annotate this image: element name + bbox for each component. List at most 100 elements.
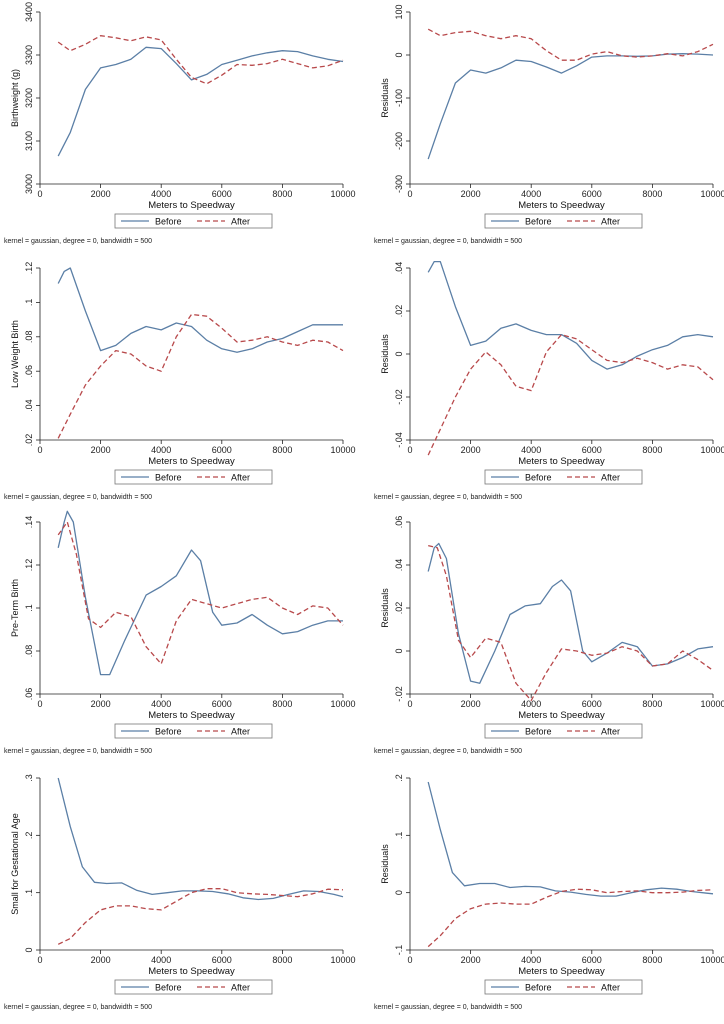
x-tick-label: 6000 bbox=[212, 699, 232, 709]
legend-box bbox=[484, 723, 643, 739]
x-axis-label: Meters to Speedway bbox=[148, 456, 235, 467]
series-line-after bbox=[428, 544, 714, 702]
x-tick-label: 10000 bbox=[330, 955, 355, 965]
x-tick-label: 8000 bbox=[642, 699, 662, 709]
x-tick-label: 0 bbox=[37, 189, 42, 199]
x-tick-label: 6000 bbox=[212, 189, 232, 199]
series-line-after bbox=[57, 521, 344, 665]
chart-panel-3: 0 2000 4000 6000 8000 10000 .02 .04 .06 .08 .1 .12 L… bbox=[4, 262, 356, 501]
y-axis-label: Birthweight (g) bbox=[10, 69, 20, 127]
x-axis-label: Meters to Speedway bbox=[518, 710, 605, 721]
series-line-before bbox=[427, 260, 714, 370]
y-tick-label: 3200 bbox=[24, 88, 34, 108]
y-tick-label: 3400 bbox=[24, 2, 34, 22]
y-tick-label: .12 bbox=[24, 559, 34, 572]
chart-panel-4: 0 2000 4000 6000 8000 10000 -.04 -.02 0 .02 .04 Res… bbox=[374, 260, 724, 501]
legend-label-after: After bbox=[601, 983, 620, 993]
x-tick-label: 6000 bbox=[582, 955, 602, 965]
y-tick-label: -.02 bbox=[394, 389, 404, 405]
legend-label-before: Before bbox=[525, 983, 552, 993]
series-line-before bbox=[57, 267, 343, 353]
chart-panel-6: 0 2000 4000 6000 8000 10000-.020.02.04.06Resi… bbox=[374, 516, 724, 755]
y-tick-label: -100 bbox=[394, 89, 404, 107]
x-axis-label: Meters to Speedway bbox=[518, 200, 605, 211]
y-tick-label: 3300 bbox=[24, 45, 34, 65]
legend-box bbox=[114, 723, 273, 739]
x-tick-label: 0 bbox=[407, 445, 412, 455]
legend-label-after: After bbox=[601, 727, 620, 737]
legend-box bbox=[114, 213, 273, 229]
x-tick-label: 10000 bbox=[330, 189, 355, 199]
legend-label-before: Before bbox=[155, 727, 182, 737]
x-tick-label: 8000 bbox=[642, 189, 662, 199]
y-tick-label: .06 bbox=[24, 688, 34, 701]
legend-label-before: Before bbox=[525, 727, 552, 737]
x-tick-label: 2000 bbox=[91, 189, 111, 199]
kernel-note: kernel = gaussian, degree = 0, bandwidth… bbox=[4, 748, 152, 755]
x-tick-label: 4000 bbox=[151, 955, 171, 965]
y-axis-label: Pre-Term Birth bbox=[10, 579, 20, 637]
series-line-after bbox=[427, 888, 714, 948]
legend-label-before: Before bbox=[155, 983, 182, 993]
x-tick-label: 8000 bbox=[272, 699, 292, 709]
kernel-note: kernel = gaussian, degree = 0, bandwidth… bbox=[4, 238, 152, 245]
x-tick-label: 10000 bbox=[330, 445, 355, 455]
y-tick-label: .1 bbox=[394, 832, 404, 840]
chart-panel-2: 0 2000 4000 6000 8000 10000 -300 -200 -100 0 100 Re… bbox=[374, 4, 724, 245]
y-tick-label: 3100 bbox=[24, 131, 34, 151]
legend-box bbox=[484, 469, 643, 485]
x-tick-label: 2000 bbox=[91, 955, 111, 965]
y-axis-label: Low Weight Birth bbox=[10, 320, 20, 388]
x-tick-label: 10000 bbox=[700, 445, 724, 455]
legend-label-before: Before bbox=[155, 217, 182, 227]
series-line-after bbox=[57, 888, 344, 945]
x-tick-label: 6000 bbox=[582, 699, 602, 709]
x-tick-label: 8000 bbox=[272, 955, 292, 965]
x-tick-label: 4000 bbox=[521, 445, 541, 455]
x-tick-label: 0 bbox=[407, 189, 412, 199]
legend-label-after: After bbox=[231, 473, 250, 483]
legend-label-before: Before bbox=[155, 473, 182, 483]
x-tick-label: 4000 bbox=[521, 955, 541, 965]
kernel-note: kernel = gaussian, degree = 0, bandwidth… bbox=[374, 238, 522, 245]
kernel-note: kernel = gaussian, degree = 0, bandwidth… bbox=[4, 494, 152, 501]
y-axis-label: Residuals bbox=[380, 844, 390, 884]
x-axis-label: Meters to Speedway bbox=[148, 200, 235, 211]
kernel-note: kernel = gaussian, degree = 0, bandwidth… bbox=[374, 1004, 522, 1011]
y-axis-label: Residuals bbox=[380, 588, 390, 628]
y-axis-label: Residuals bbox=[380, 78, 390, 118]
x-tick-label: 4000 bbox=[521, 189, 541, 199]
x-tick-label: 6000 bbox=[212, 445, 232, 455]
legend-label-before: Before bbox=[525, 217, 552, 227]
x-tick-label: 2000 bbox=[461, 955, 481, 965]
y-tick-label: 0 bbox=[394, 351, 404, 356]
x-tick-label: 8000 bbox=[272, 189, 292, 199]
x-tick-label: 2000 bbox=[91, 699, 111, 709]
y-tick-label: -200 bbox=[394, 132, 404, 150]
legend-label-after: After bbox=[231, 217, 250, 227]
y-tick-label: .14 bbox=[24, 516, 34, 529]
legend-box bbox=[114, 979, 273, 995]
x-tick-label: 0 bbox=[407, 699, 412, 709]
y-tick-label: -300 bbox=[394, 175, 404, 193]
legend-label-after: After bbox=[231, 727, 250, 737]
x-tick-label: 0 bbox=[37, 955, 42, 965]
legend-box bbox=[484, 979, 643, 995]
x-tick-label: 8000 bbox=[642, 445, 662, 455]
x-tick-label: 6000 bbox=[582, 445, 602, 455]
y-tick-label: .02 bbox=[24, 434, 34, 447]
y-tick-label: .1 bbox=[24, 604, 34, 612]
chart-panel-8: 0 2000 4000 6000 8000 10000-.10.1.2ResidualsM… bbox=[374, 774, 724, 1011]
y-tick-label: .3 bbox=[24, 774, 34, 782]
series-line-before bbox=[427, 781, 714, 897]
y-tick-label: .02 bbox=[394, 602, 404, 615]
x-tick-label: 4000 bbox=[151, 699, 171, 709]
y-tick-label: 3000 bbox=[24, 174, 34, 194]
x-tick-label: 10000 bbox=[700, 955, 724, 965]
series-line-before bbox=[57, 777, 344, 901]
x-tick-label: 0 bbox=[37, 445, 42, 455]
series-line-before bbox=[57, 46, 344, 157]
x-tick-label: 2000 bbox=[461, 699, 481, 709]
y-tick-label: .1 bbox=[24, 889, 34, 897]
